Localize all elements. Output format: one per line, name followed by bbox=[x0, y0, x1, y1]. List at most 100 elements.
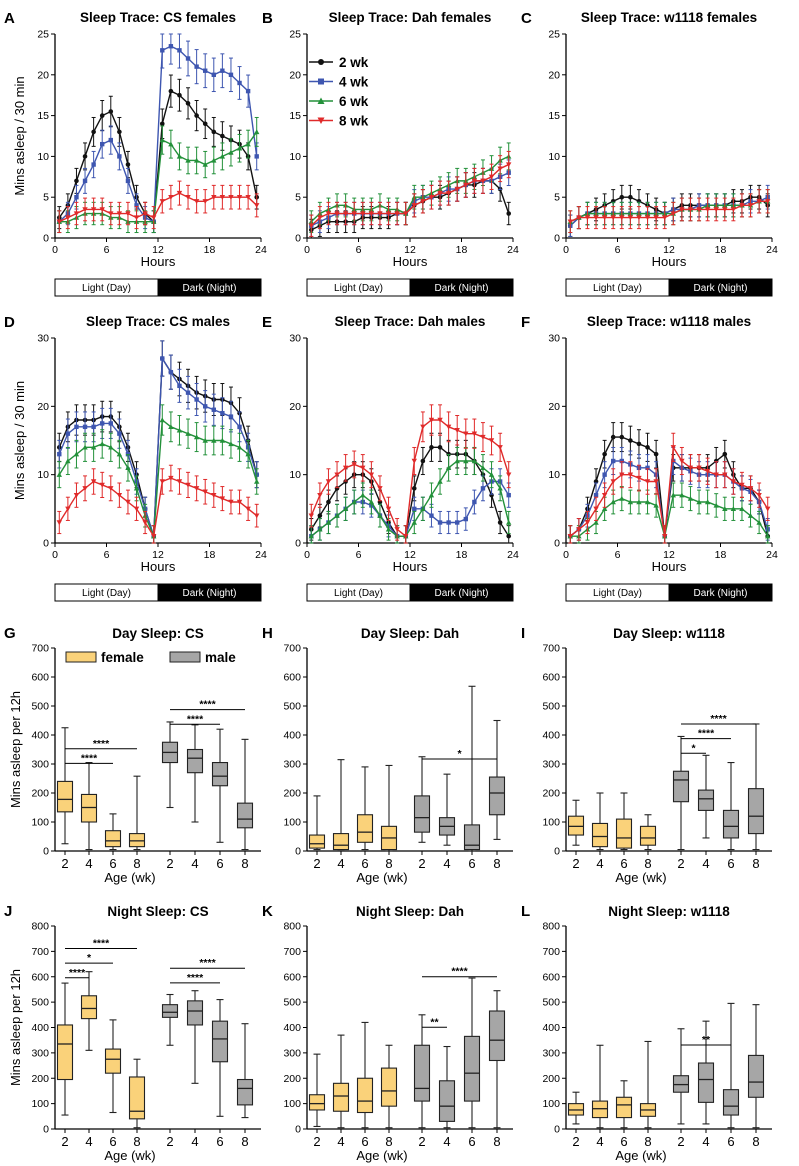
box-iqr bbox=[488, 776, 506, 816]
y-tick-label: 20 bbox=[37, 401, 49, 413]
panel-I: Day Sleep: w1118 I 0 100 200 300 400 500 600 700 2… bbox=[521, 625, 772, 885]
data-point bbox=[56, 471, 62, 477]
y-tick-label: 700 bbox=[31, 643, 49, 655]
data-point bbox=[151, 533, 157, 539]
box-iqr bbox=[356, 1077, 374, 1114]
legend-marker bbox=[318, 78, 324, 85]
box-female-6wk bbox=[356, 1021, 374, 1129]
y-tick-label: 400 bbox=[542, 730, 560, 742]
series-wk6 bbox=[308, 446, 512, 544]
y-tick-label: 15 bbox=[548, 110, 560, 122]
box-male-4wk bbox=[697, 754, 715, 839]
x-tick-label: 24 bbox=[255, 244, 267, 256]
data-point bbox=[687, 207, 694, 213]
data-point bbox=[644, 479, 651, 485]
data-point bbox=[713, 502, 719, 508]
data-point bbox=[211, 157, 217, 163]
data-point bbox=[662, 215, 668, 221]
data-point bbox=[159, 479, 165, 485]
data-point bbox=[610, 499, 616, 505]
data-point bbox=[653, 215, 659, 221]
box-male-8wk bbox=[488, 990, 506, 1129]
box-male-6wk bbox=[211, 728, 229, 843]
data-point bbox=[619, 194, 625, 200]
y-tick-label: 5 bbox=[295, 192, 301, 204]
panel-letter: B bbox=[262, 10, 273, 27]
data-point bbox=[325, 519, 332, 525]
data-point bbox=[133, 485, 140, 491]
x-tick-label: 6 bbox=[216, 1134, 223, 1149]
data-point bbox=[228, 414, 234, 419]
x-tick-label: 2 bbox=[677, 856, 684, 871]
y-tick-label: 0 bbox=[43, 233, 49, 245]
x-tick-label: 12 bbox=[404, 549, 416, 561]
data-point bbox=[445, 465, 452, 471]
data-point bbox=[220, 133, 225, 139]
data-point bbox=[185, 430, 191, 436]
box-iqr bbox=[128, 1076, 146, 1120]
data-point bbox=[713, 207, 719, 213]
box-iqr bbox=[438, 1080, 456, 1122]
x-tick-label: 4 bbox=[191, 1134, 198, 1149]
box-male-2wk bbox=[413, 756, 431, 843]
x-tick-label: 0 bbox=[52, 244, 58, 256]
data-point bbox=[176, 190, 183, 196]
data-point bbox=[377, 486, 383, 492]
data-point bbox=[437, 445, 443, 450]
x-tick-label: 6 bbox=[109, 1134, 116, 1149]
panel-letter: F bbox=[521, 314, 530, 331]
box-iqr bbox=[615, 1096, 633, 1119]
x-tick-label: 24 bbox=[766, 244, 778, 256]
box-iqr bbox=[747, 788, 765, 835]
data-point bbox=[236, 195, 243, 200]
data-point bbox=[116, 451, 123, 457]
significance-label: **** bbox=[710, 713, 727, 725]
x-tick-label: 6 bbox=[361, 856, 368, 871]
data-point bbox=[610, 434, 616, 440]
data-point bbox=[679, 492, 685, 498]
data-point bbox=[308, 223, 314, 229]
y-tick-label: 0 bbox=[554, 846, 560, 858]
dark-band-label: Dark (Night) bbox=[183, 588, 237, 599]
box-iqr bbox=[80, 995, 98, 1020]
data-point bbox=[584, 215, 591, 221]
panel-A: Sleep Trace: CS females A 0 5 10 15 20 25 0 6 12 18… bbox=[4, 10, 267, 297]
series-wk4 bbox=[57, 33, 259, 234]
series-wk6 bbox=[567, 482, 771, 544]
box-iqr bbox=[413, 795, 431, 833]
box-iqr bbox=[332, 833, 350, 851]
box-iqr bbox=[413, 1044, 431, 1102]
data-point bbox=[82, 154, 88, 159]
y-tick-label: 300 bbox=[542, 1047, 560, 1059]
y-tick-label: 20 bbox=[548, 69, 560, 81]
data-point bbox=[219, 496, 226, 502]
data-point bbox=[202, 437, 208, 443]
data-point bbox=[185, 195, 191, 200]
x-tick-label: 8 bbox=[644, 1134, 651, 1149]
x-tick-label: 4 bbox=[191, 856, 198, 871]
data-point bbox=[497, 166, 503, 172]
box-iqr bbox=[128, 833, 146, 848]
y-axis-label: Mins asleep per 12h bbox=[8, 969, 23, 1086]
significance-label: ** bbox=[702, 1034, 711, 1046]
x-tick-label: 6 bbox=[615, 244, 621, 256]
data-point bbox=[317, 526, 323, 532]
data-point bbox=[254, 478, 260, 484]
data-point bbox=[593, 215, 599, 221]
x-tick-label: 8 bbox=[493, 856, 500, 871]
box-iqr bbox=[697, 789, 715, 811]
data-point bbox=[65, 431, 71, 436]
data-point bbox=[65, 458, 71, 464]
panel-E: Sleep Trace: Dah males E 0 10 20 30 0 6 12 18 24 Ho… bbox=[262, 314, 519, 602]
x-axis-label: Hours bbox=[652, 254, 687, 269]
data-point bbox=[90, 207, 97, 213]
panel-title: Sleep Trace: w1118 males bbox=[587, 314, 751, 329]
x-tick-label: 12 bbox=[663, 244, 675, 256]
data-point bbox=[420, 199, 426, 204]
x-tick-label: 18 bbox=[456, 549, 468, 561]
box-female-4wk bbox=[332, 759, 350, 851]
box-male-2wk bbox=[672, 1028, 690, 1125]
data-point bbox=[202, 489, 208, 495]
panel-title: Sleep Trace: CS males bbox=[86, 314, 230, 329]
data-point bbox=[245, 141, 251, 147]
